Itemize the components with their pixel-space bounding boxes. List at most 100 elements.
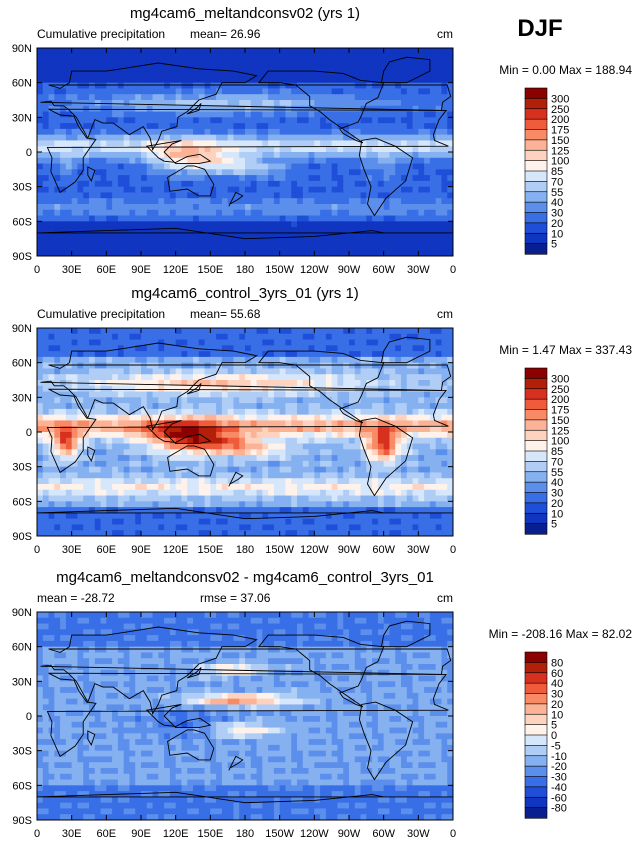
heatmap-cell [406,339,414,346]
heatmap-cell [354,356,362,364]
heatmap-cell [83,333,90,341]
heatmap-cell [216,403,223,410]
heatmap-cell [48,374,55,381]
heatmap-cell [141,209,148,217]
heatmap-cell [100,204,107,211]
heatmap-cell [349,507,356,514]
heatmap-cell [302,443,310,450]
heatmap-cell [175,76,183,84]
heatmap-cell [377,460,385,468]
heatmap-cell [337,351,344,358]
heatmap-cell [256,163,263,170]
heatmap-cell [89,374,96,381]
heatmap-cell [268,250,275,256]
heatmap-cell [89,449,96,456]
heatmap-cell [285,507,292,514]
heatmap-cell [60,478,67,485]
heatmap-cell [233,180,240,188]
heatmap-cell [441,198,448,205]
heatmap-cell [325,71,333,78]
heatmap-cell [401,88,408,95]
heatmap-cell [302,507,310,514]
heatmap-cell [424,146,431,153]
heatmap-cell [83,186,90,194]
heatmap-cell [42,345,50,352]
heatmap-cell [406,345,414,352]
heatmap-cell [429,209,437,217]
heatmap-cell [83,501,90,508]
heatmap-cell [366,157,373,165]
heatmap-cell [169,380,177,387]
heatmap-cell [337,232,344,240]
heatmap-cell [389,140,396,147]
heatmap-cell [54,495,61,502]
heatmap-cell [65,455,73,462]
heatmap-cell [65,437,73,445]
heatmap-cell [227,368,235,375]
heatmap-cell [89,362,96,370]
heatmap-cell [193,175,200,182]
heatmap-cell [268,507,275,514]
heatmap-cell [164,345,171,352]
heatmap-cell [256,432,263,439]
heatmap-cell [331,437,339,445]
heatmap-cell [135,374,142,381]
heatmap-cell [424,140,431,147]
heatmap-cell [129,501,136,508]
heatmap-cell [429,443,437,450]
heatmap-cell [441,59,448,66]
heatmap-cell [389,88,396,95]
heatmap-cell [429,169,437,176]
heatmap-cell [418,443,425,450]
heatmap-cell [320,466,327,474]
heatmap-cell [360,495,367,502]
heatmap-cell [349,140,356,147]
heatmap-cell [435,198,443,205]
heatmap-cell [377,180,385,188]
heatmap-cell [268,345,275,352]
heatmap-cell [71,157,79,165]
heatmap-cell [193,385,200,393]
heatmap-cell [106,134,113,142]
heatmap-cell [424,397,431,404]
heatmap-cell [198,426,206,433]
heatmap-cell [198,385,206,393]
heatmap-cell [158,82,165,90]
heatmap-cell [227,175,235,182]
heatmap-cell [54,391,61,398]
heatmap-cell [285,351,292,358]
heatmap-cell [441,209,448,217]
heatmap-cell [447,105,453,113]
heatmap-cell [141,403,148,410]
heatmap-cell [262,368,269,375]
heatmap-cell [429,65,437,72]
heatmap-cell [100,209,107,217]
heatmap-cell [164,484,171,491]
heatmap-cell [48,501,55,508]
heatmap-cell [129,232,136,240]
heatmap-cell [291,204,298,211]
heatmap-cell [193,391,200,398]
heatmap-cell [152,414,159,422]
heatmap-cell [349,100,356,107]
heatmap-cell [291,443,298,450]
heatmap-cell [297,215,304,222]
heatmap-cell [279,472,287,479]
heatmap-cell [412,209,419,217]
heatmap-cell [106,466,113,474]
heatmap-cell [314,328,321,335]
colorbar-box [524,139,548,151]
heatmap-cell [308,507,315,514]
heatmap-cell [193,140,200,147]
heatmap-cell [89,478,96,485]
heatmap-cell [158,362,165,370]
heatmap-cell [123,180,131,188]
heatmap-cell [193,59,200,66]
heatmap-cell [395,244,402,251]
heatmap-cell [279,507,287,514]
heatmap-cell [164,368,171,375]
heatmap-cell [100,53,107,61]
heatmap-cell [48,455,55,462]
heatmap-cell [106,460,113,468]
heatmap-cell [291,408,298,416]
